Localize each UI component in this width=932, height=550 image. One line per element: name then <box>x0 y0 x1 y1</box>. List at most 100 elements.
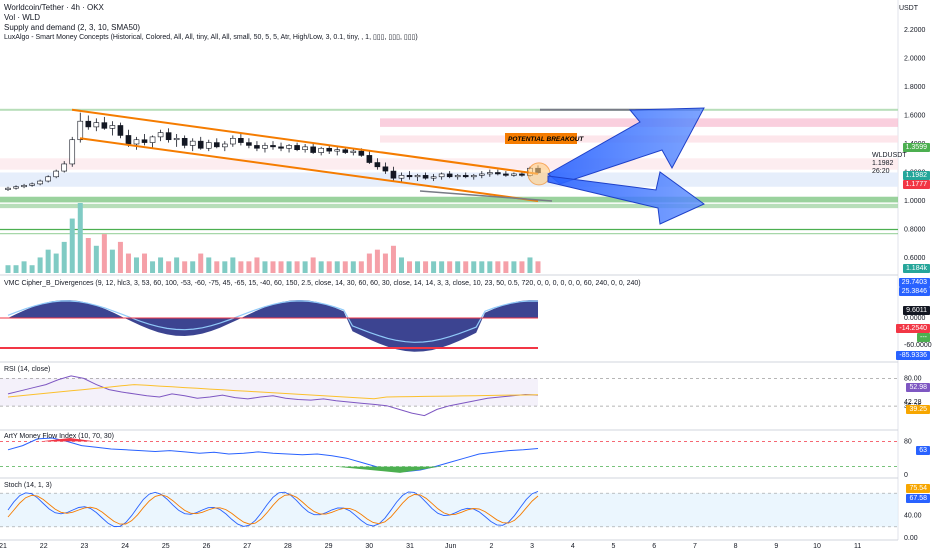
volume-bar <box>158 257 164 273</box>
time-tick-label: 23 <box>81 543 89 550</box>
price-tick-label: 2.2000 <box>904 27 926 34</box>
candle <box>487 172 493 175</box>
candle <box>503 173 509 176</box>
volume-bar <box>310 257 316 273</box>
volume-bar <box>511 261 517 273</box>
vmc-pane-title[interactable]: VMC Cipher_B_Divergences (9, 12, hlc3, 3… <box>4 280 641 287</box>
candle <box>286 145 292 149</box>
candle <box>77 120 84 141</box>
vmc-tag-2: 25.3846 <box>898 287 930 296</box>
volume-bar <box>61 241 67 273</box>
luxalgo-legend[interactable]: LuxAlgo - Smart Money Concepts (Historic… <box>4 34 418 41</box>
candle <box>173 138 180 141</box>
volume-bar <box>495 261 501 273</box>
candle <box>462 175 469 178</box>
candle <box>85 120 92 128</box>
candle <box>197 140 204 149</box>
candle <box>326 147 333 152</box>
volume-bar <box>350 261 356 273</box>
bullish-arrow-2 <box>547 171 705 225</box>
volume-bar <box>439 261 445 273</box>
candle <box>270 145 276 148</box>
time-tick-label: 22 <box>40 543 48 550</box>
candle <box>382 166 389 172</box>
volume-bar <box>455 261 461 273</box>
rsi-ma-tag: 39.25 <box>906 405 930 414</box>
volume-bar <box>326 261 332 273</box>
volume-bar <box>270 261 276 273</box>
volume-bar <box>487 261 493 273</box>
time-tick-label: 24 <box>121 543 129 550</box>
candle <box>446 173 453 178</box>
time-tick-label: 7 <box>693 543 697 550</box>
price-tick-label: 0.6000 <box>904 255 926 262</box>
time-tick-label: 26 <box>203 543 211 550</box>
volume-bar <box>294 261 300 273</box>
volume-bar <box>5 265 11 273</box>
volume-bar <box>278 261 284 273</box>
volume-bar <box>109 249 115 273</box>
vmc-wave-line <box>7 300 539 343</box>
stoch-tick-label: 40.00 <box>904 513 922 520</box>
candle <box>93 122 100 128</box>
volume-bar <box>407 261 413 273</box>
candle <box>478 173 485 176</box>
volume-bar <box>45 249 51 273</box>
breakout-label-bg <box>505 133 577 144</box>
candle <box>117 125 124 136</box>
candle <box>406 175 413 178</box>
time-tick-label: 3 <box>530 543 534 550</box>
stoch-pane-title[interactable]: Stoch (14, 1, 3) <box>4 482 52 489</box>
vmc-tick-label: -60.0000 <box>904 342 932 349</box>
time-tick-label: 11 <box>854 543 861 550</box>
mfi-pane-title[interactable]: ArtY Money Flow Index (10, 70, 30) <box>4 433 114 440</box>
volume-bar <box>101 234 107 273</box>
volume-bar <box>21 261 27 273</box>
volume-bar <box>535 261 541 273</box>
price-tick-label: 1.8000 <box>904 84 926 91</box>
volume-bar <box>222 261 228 273</box>
rsi-pane-title[interactable]: RSI (14, close) <box>4 366 51 373</box>
vmc-tag-4: -14.2540 <box>896 324 930 333</box>
currency-label: USDT <box>898 5 918 12</box>
candle <box>294 145 300 151</box>
breakout-label: POTENTIAL BREAKOUT <box>508 136 584 143</box>
stoch-d-line <box>7 494 539 525</box>
time-tick-label: 29 <box>325 543 333 550</box>
vmc-tag-1: 29.7403 <box>898 278 930 287</box>
volume-bar <box>182 261 188 273</box>
volume-bar <box>463 261 469 273</box>
candle <box>246 142 252 146</box>
volume-bar <box>262 261 268 273</box>
candle <box>61 163 68 172</box>
candle <box>133 139 140 145</box>
volume-bar <box>166 261 172 273</box>
candle <box>254 145 260 149</box>
candle <box>398 175 405 179</box>
candle <box>278 146 284 149</box>
candle <box>69 139 76 165</box>
time-tick-label: 28 <box>284 543 292 550</box>
channel-upper <box>71 108 539 175</box>
volume-bar <box>77 203 83 273</box>
volume-bar <box>431 261 437 273</box>
volume-bar <box>246 261 252 273</box>
volume-bar <box>254 257 260 273</box>
candle <box>213 142 220 148</box>
volume-bar <box>334 261 340 273</box>
candle <box>374 162 381 168</box>
candle <box>262 145 268 149</box>
volume-tag: 1.184k <box>902 264 930 273</box>
volume-bar <box>206 257 212 273</box>
candle <box>21 185 27 188</box>
volume-bar <box>117 241 123 273</box>
volume-bar <box>93 245 99 273</box>
vmc-tag-5: ‑‑‑ <box>917 333 930 342</box>
price-tag-low: 1.1777 <box>902 180 930 189</box>
supply-demand-legend[interactable]: Supply and demand (2, 3, 10, SMA50) <box>4 23 141 32</box>
candle <box>5 187 11 190</box>
volume-legend[interactable]: Vol · WLD <box>4 13 41 22</box>
volume-bar <box>366 253 372 273</box>
volume-bar <box>37 257 43 273</box>
